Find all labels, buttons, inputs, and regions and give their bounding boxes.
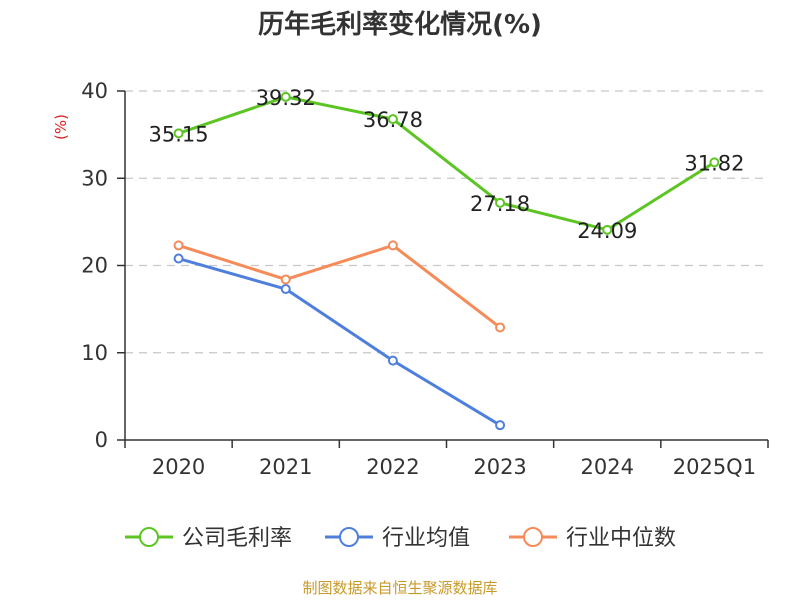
series-industry-median: [173, 240, 506, 333]
x-tick-label: 2024: [581, 455, 634, 479]
data-label: 35.15: [149, 122, 209, 146]
data-point: [602, 224, 613, 235]
x-tick-label: 2020: [152, 455, 205, 479]
y-tick-labels: 0 10 20 30 40: [81, 79, 108, 452]
data-label: 24.09: [577, 219, 637, 243]
series-line: [177, 257, 502, 427]
data-label: 31.82: [684, 151, 744, 175]
data-point: [495, 420, 506, 431]
axes: [117, 90, 769, 448]
series-industry-avg: [173, 253, 506, 431]
data-point: [173, 253, 184, 264]
source-note: 制图数据来自恒生聚源数据库: [302, 579, 497, 597]
grid-lines: [125, 90, 768, 354]
y-tick-label: 30: [81, 166, 108, 190]
data-label: 27.18: [470, 192, 530, 216]
y-tick-label: 40: [81, 79, 108, 103]
x-tick-label: 2025Q1: [673, 455, 756, 479]
legend-label: 公司毛利率: [182, 526, 292, 551]
data-point: [280, 274, 291, 285]
y-tick-label: 10: [81, 341, 108, 365]
x-tick-label: 2023: [473, 455, 526, 479]
legend-item-company[interactable]: 公司毛利率: [125, 526, 292, 551]
legend-marker: [339, 527, 359, 547]
series-line: [177, 95, 716, 232]
y-tick-label: 20: [81, 254, 108, 278]
data-point: [173, 128, 184, 139]
data-point: [495, 197, 506, 208]
x-tick-label: 2022: [366, 455, 419, 479]
series-layer: 35.15 39.32 36.78 27.18 24.09 31.82: [149, 86, 745, 431]
data-point: [280, 91, 291, 102]
legend-marker: [139, 527, 159, 547]
data-label: 39.32: [256, 86, 316, 110]
x-tick-labels: 2020 2021 2022 2023 2024 2025Q1: [152, 455, 756, 479]
y-axis-unit-label: (%): [52, 114, 70, 140]
legend-item-industry-median[interactable]: 行业中位数: [509, 526, 676, 551]
data-point: [495, 322, 506, 333]
data-label: 36.78: [363, 108, 423, 132]
data-point: [387, 355, 398, 366]
data-point: [709, 157, 720, 168]
data-point: [387, 240, 398, 251]
series-company: 35.15 39.32 36.78 27.18 24.09 31.82: [149, 86, 745, 243]
chart-title: 历年毛利率变化情况(%): [258, 9, 542, 40]
legend[interactable]: 公司毛利率 行业均值 行业中位数: [125, 526, 676, 551]
legend-item-industry-avg[interactable]: 行业均值: [325, 526, 470, 551]
data-point: [387, 114, 398, 125]
data-point: [173, 240, 184, 251]
legend-label: 行业中位数: [566, 526, 676, 551]
legend-marker: [523, 527, 543, 547]
series-line: [177, 243, 502, 329]
x-tick-label: 2021: [259, 455, 312, 479]
legend-label: 行业均值: [382, 526, 470, 551]
data-point: [280, 284, 291, 295]
y-tick-label: 0: [95, 428, 108, 452]
